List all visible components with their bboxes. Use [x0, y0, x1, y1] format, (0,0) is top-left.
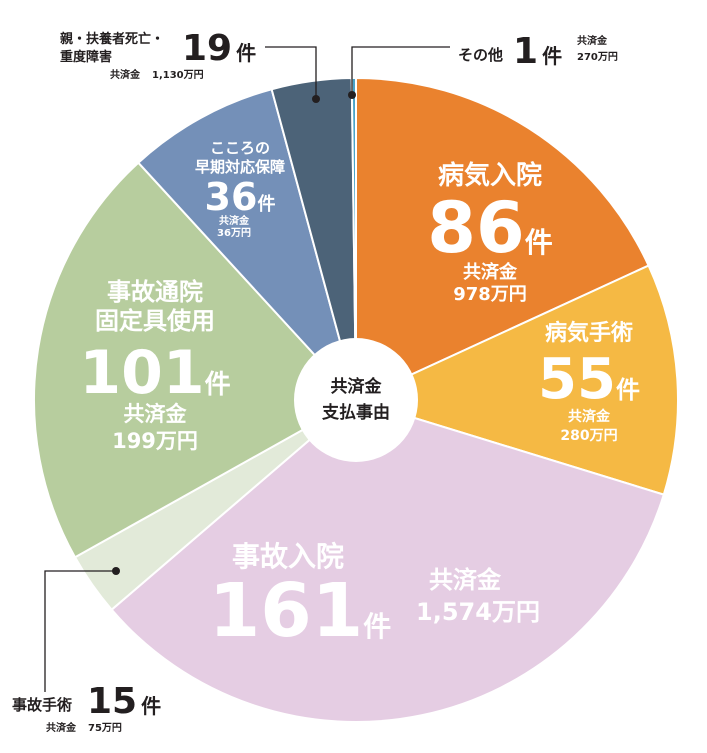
leader-dot	[348, 91, 356, 99]
slice-label-jiko-nyuin: 事故入院 161件 共済金 1,574万円	[209, 540, 540, 654]
leader-line	[44, 570, 116, 692]
slice-count: 101	[79, 338, 204, 408]
slice-label-line-1: 事故通院	[107, 278, 203, 306]
slice-amount-label: 共済金	[219, 214, 250, 227]
slice-label: 事故手術	[12, 696, 72, 714]
slice-label-line-1: こころの	[210, 139, 270, 157]
leader-dot	[112, 567, 120, 575]
leader-dot	[312, 95, 320, 103]
slice-amount-label: 共済金	[568, 408, 611, 425]
slice-amount: 270万円	[577, 51, 618, 63]
slice-label: 病気入院	[438, 160, 542, 191]
slice-count: 161	[209, 568, 363, 654]
slice-count-line: 36件	[205, 175, 276, 219]
slice-count-line: 55件	[538, 347, 640, 412]
slice-count-unit: 件	[257, 193, 275, 215]
slice-count: 55	[538, 347, 616, 412]
slice-amount: 1,130万円	[152, 69, 204, 81]
slice-amount-label: 共済金	[429, 566, 502, 594]
slice-count-line: 161件	[209, 568, 391, 654]
slice-count-unit: 件	[363, 610, 391, 643]
slice-count: 15	[87, 681, 137, 722]
slice-count-unit: 件	[205, 370, 231, 400]
slice-label-oya-fuyosha: 親・扶養者死亡・ 重度障害 19 件 共済金 1,130万円	[60, 28, 320, 103]
slice-count: 86	[427, 187, 524, 269]
slice-label-jiko-tsuin: 事故通院 固定具使用 101件 共済金 199万円	[79, 278, 230, 453]
slice-count-line: 19 件	[182, 28, 256, 69]
slice-amount-label: 共済金	[124, 402, 188, 426]
slice-label-kokoro: こころの 早期対応保障 36件 共済金 36万円	[195, 139, 285, 239]
slice-count-line: 86件	[427, 187, 552, 269]
center-hub	[294, 338, 418, 462]
slice-label-byoki-shujutsu: 病気手術 55件 共済金 280万円	[538, 320, 640, 444]
slice-amount-label: 共済金	[110, 68, 141, 81]
slice-label-byoki-nyuin: 病気入院 86件 共済金 978万円	[427, 160, 552, 305]
pie-slice-2	[110, 398, 666, 723]
slice-amount-label: 共済金	[463, 261, 518, 283]
slice-label-jiko-shujutsu: 事故手術 15 件 共済金 75万円	[12, 567, 161, 734]
slice-count: 1	[513, 31, 538, 72]
slice-amount: 36万円	[217, 227, 251, 239]
slice-count-unit: 件	[141, 694, 161, 718]
slice-count-line: 15 件	[87, 681, 161, 722]
slice-label-line-2: 重度障害	[60, 49, 112, 65]
slice-amount: 280万円	[560, 428, 617, 444]
slice-amount: 75万円	[88, 722, 122, 734]
pie-slice-0	[355, 76, 650, 402]
slice-amount: 199万円	[112, 429, 198, 453]
slice-amount: 978万円	[453, 284, 527, 305]
slice-label: その他	[458, 46, 503, 64]
slice-amount: 1,574万円	[416, 598, 540, 626]
slice-count: 36	[205, 175, 258, 219]
center-label-line-2: 支払事由	[322, 402, 390, 423]
slice-label-line-1: 親・扶養者死亡・	[60, 31, 164, 47]
slice-label: 病気手術	[545, 320, 633, 346]
pie-slice-4	[33, 161, 358, 559]
slice-label: 事故入院	[232, 540, 344, 573]
slice-label-line-2: 早期対応保障	[195, 158, 285, 176]
pie-slices	[33, 76, 679, 723]
slice-count-unit: 件	[616, 376, 640, 404]
center-label-line-1: 共済金	[331, 376, 383, 397]
slice-amount-label: 共済金	[577, 34, 608, 47]
slice-count-unit: 件	[236, 41, 256, 65]
pie-slice-1	[353, 264, 679, 496]
leader-line	[265, 46, 317, 99]
slice-count-unit: 件	[525, 226, 553, 259]
pie-slice-5	[136, 88, 357, 401]
slice-count-line: 101件	[79, 338, 230, 408]
leader-line	[351, 46, 450, 95]
slice-amount-label: 共済金	[46, 721, 77, 734]
slice-label-line-2: 固定具使用	[95, 307, 215, 335]
slice-count-unit: 件	[542, 44, 562, 68]
slice-count: 19	[182, 28, 232, 69]
